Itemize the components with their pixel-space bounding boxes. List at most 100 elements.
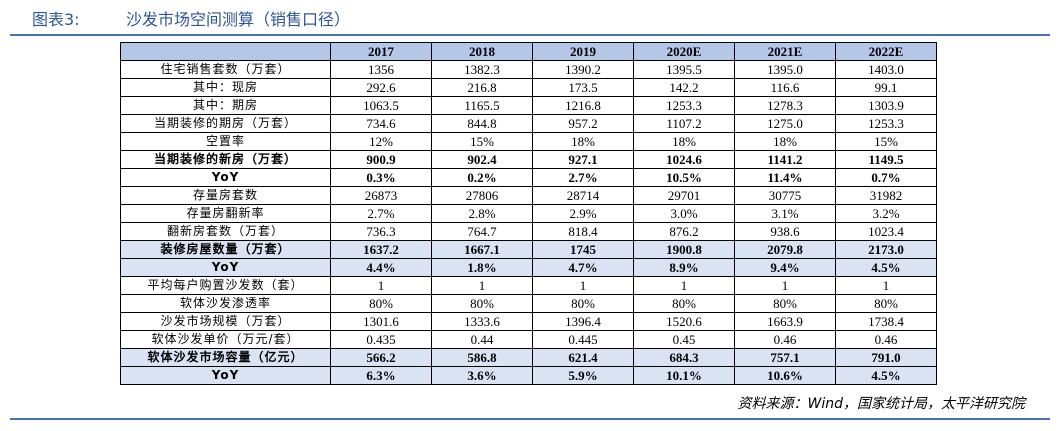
table-cell: 1745 — [532, 240, 634, 259]
table-cell: 8.9% — [633, 258, 735, 277]
table-cell: 2173.0 — [835, 240, 937, 259]
table-cell: 566.2 — [330, 348, 432, 367]
table-cell: 1141.2 — [734, 150, 836, 169]
table-cell: 1303.9 — [835, 96, 937, 115]
table-body: 住宅销售套数（万套） 1356 1382.3 1390.2 1395.5 1395.0 14… — [120, 60, 937, 385]
header-cell — [120, 42, 331, 61]
row-label: 当期装修的新房（万套） — [120, 150, 331, 169]
table-row: YoY 0.3% 0.2% 2.7% 10.5% 11.4% 0.7% — [120, 168, 937, 187]
table-cell: 12% — [330, 132, 432, 151]
table-cell: 1 — [431, 276, 533, 295]
table-row: 当期装修的新房（万套） 900.9 902.4 927.1 1024.6 1141.2 11… — [120, 150, 937, 169]
table-cell: 844.8 — [431, 114, 533, 133]
data-table-container: 2017 2018 2019 2020E 2021E 2022E 住宅销售套数（… — [120, 42, 937, 385]
table-cell: 1253.3 — [835, 114, 937, 133]
table-cell: 1107.2 — [633, 114, 735, 133]
table-cell: 11.4% — [734, 168, 836, 187]
header-cell: 2017 — [330, 42, 432, 61]
table-cell: 1 — [532, 276, 634, 295]
row-label: 软体沙发市场容量（亿元） — [120, 348, 331, 367]
table-cell: 0.435 — [330, 330, 432, 349]
table-cell: 757.1 — [734, 348, 836, 367]
table-cell: 902.4 — [431, 150, 533, 169]
row-label: 其中：期房 — [120, 96, 331, 115]
table-row: 软体沙发单价（万元/套） 0.435 0.44 0.445 0.45 0.46 0.46 — [120, 330, 937, 349]
table-cell: 80% — [633, 294, 735, 313]
table-row: 翻新房套数（万套） 736.3 764.7 818.4 876.2 938.6 1023.4 — [120, 222, 937, 241]
table-cell: 1520.6 — [633, 312, 735, 331]
row-label: 翻新房套数（万套） — [120, 222, 331, 241]
table-row: YoY 4.4% 1.8% 4.7% 8.9% 9.4% 4.5% — [120, 258, 937, 277]
table-cell: 621.4 — [532, 348, 634, 367]
table-cell: 1165.5 — [431, 96, 533, 115]
header-cell: 2022E — [835, 42, 937, 61]
table-cell: 3.0% — [633, 204, 735, 223]
table-cell: 4.7% — [532, 258, 634, 277]
table-cell: 80% — [330, 294, 432, 313]
table-cell: 1333.6 — [431, 312, 533, 331]
row-label: 平均每户购置沙发数（套） — [120, 276, 331, 295]
table-cell: 31982 — [835, 186, 937, 205]
table-cell: 1382.3 — [431, 60, 533, 79]
table-cell: 2079.8 — [734, 240, 836, 259]
table-cell: 1024.6 — [633, 150, 735, 169]
table-row: 沙发市场规模（万套） 1301.6 1333.6 1396.4 1520.6 1663.9… — [120, 312, 937, 331]
table-cell: 0.445 — [532, 330, 634, 349]
table-cell: 736.3 — [330, 222, 432, 241]
table-row: 空置率 12% 15% 18% 18% 18% 15% — [120, 132, 937, 151]
table-cell: 0.2% — [431, 168, 533, 187]
table-cell: 0.46 — [835, 330, 937, 349]
table-cell: 1637.2 — [330, 240, 432, 259]
table-row: 其中：期房 1063.5 1165.5 1216.8 1253.3 1278.3 1303.… — [120, 96, 937, 115]
row-label: 存量房套数 — [120, 186, 331, 205]
row-label: 软体沙发单价（万元/套） — [120, 330, 331, 349]
table-cell: 6.3% — [330, 366, 432, 385]
table-cell: 18% — [532, 132, 634, 151]
table-cell: 0.44 — [431, 330, 533, 349]
table-row: 存量房翻新率 2.7% 2.8% 2.9% 3.0% 3.1% 3.2% — [120, 204, 937, 223]
table-cell: 2.7% — [330, 204, 432, 223]
table-cell: 18% — [734, 132, 836, 151]
table-cell: 80% — [532, 294, 634, 313]
table-cell: 1253.3 — [633, 96, 735, 115]
table-row: 装修房屋数量（万套） 1637.2 1667.1 1745 1900.8 2079.8 21… — [120, 240, 937, 259]
table-cell: 173.5 — [532, 78, 634, 97]
table-cell: 27806 — [431, 186, 533, 205]
row-label: 存量房翻新率 — [120, 204, 331, 223]
table-cell: 2.9% — [532, 204, 634, 223]
table-cell: 791.0 — [835, 348, 937, 367]
table-cell: 80% — [431, 294, 533, 313]
table-cell: 1216.8 — [532, 96, 634, 115]
row-label: 住宅销售套数（万套） — [120, 60, 331, 79]
table-row: 其中：现房 292.6 216.8 173.5 142.2 116.6 99.1 — [120, 78, 937, 97]
sofa-market-table: 2017 2018 2019 2020E 2021E 2022E 住宅销售套数（… — [120, 42, 937, 385]
table-cell: 1 — [633, 276, 735, 295]
table-cell: 4.4% — [330, 258, 432, 277]
table-cell: 1023.4 — [835, 222, 937, 241]
table-cell: 28714 — [532, 186, 634, 205]
table-cell: 734.6 — [330, 114, 432, 133]
table-cell: 1 — [330, 276, 432, 295]
table-cell: 1395.5 — [633, 60, 735, 79]
table-cell: 5.9% — [532, 366, 634, 385]
row-label: 空置率 — [120, 132, 331, 151]
table-cell: 15% — [835, 132, 937, 151]
table-cell: 876.2 — [633, 222, 735, 241]
bottom-divider — [10, 418, 1050, 420]
table-cell: 2.7% — [532, 168, 634, 187]
row-label: 其中：现房 — [120, 78, 331, 97]
table-row: 当期装修的期房（万套） 734.6 844.8 957.2 1107.2 1275.0 12… — [120, 114, 937, 133]
table-cell: 938.6 — [734, 222, 836, 241]
table-cell: 1390.2 — [532, 60, 634, 79]
table-cell: 0.45 — [633, 330, 735, 349]
table-row: YoY 6.3% 3.6% 5.9% 10.1% 10.6% 4.5% — [120, 366, 937, 385]
row-label: 软体沙发渗透率 — [120, 294, 331, 313]
header-cell: 2020E — [633, 42, 735, 61]
row-label: 沙发市场规模（万套） — [120, 312, 331, 331]
header-cell: 2021E — [734, 42, 836, 61]
table-cell: 15% — [431, 132, 533, 151]
table-row: 存量房套数 26873 27806 28714 29701 30775 31982 — [120, 186, 937, 205]
table-cell: 10.1% — [633, 366, 735, 385]
table-cell: 4.5% — [835, 258, 937, 277]
figure-title: 沙发市场空间测算（销售口径） — [126, 10, 351, 29]
